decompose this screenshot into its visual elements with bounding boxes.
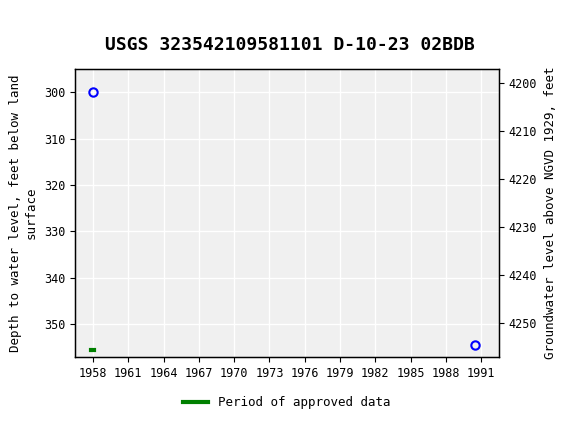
Y-axis label: Groundwater level above NGVD 1929, feet: Groundwater level above NGVD 1929, feet bbox=[544, 67, 557, 359]
Text: USGS 323542109581101 D-10-23 02BDB: USGS 323542109581101 D-10-23 02BDB bbox=[105, 36, 475, 54]
Y-axis label: Depth to water level, feet below land
surface: Depth to water level, feet below land su… bbox=[9, 74, 37, 352]
Text: ⊠ USGS: ⊠ USGS bbox=[12, 16, 82, 35]
Legend: Period of approved data: Period of approved data bbox=[179, 391, 396, 414]
